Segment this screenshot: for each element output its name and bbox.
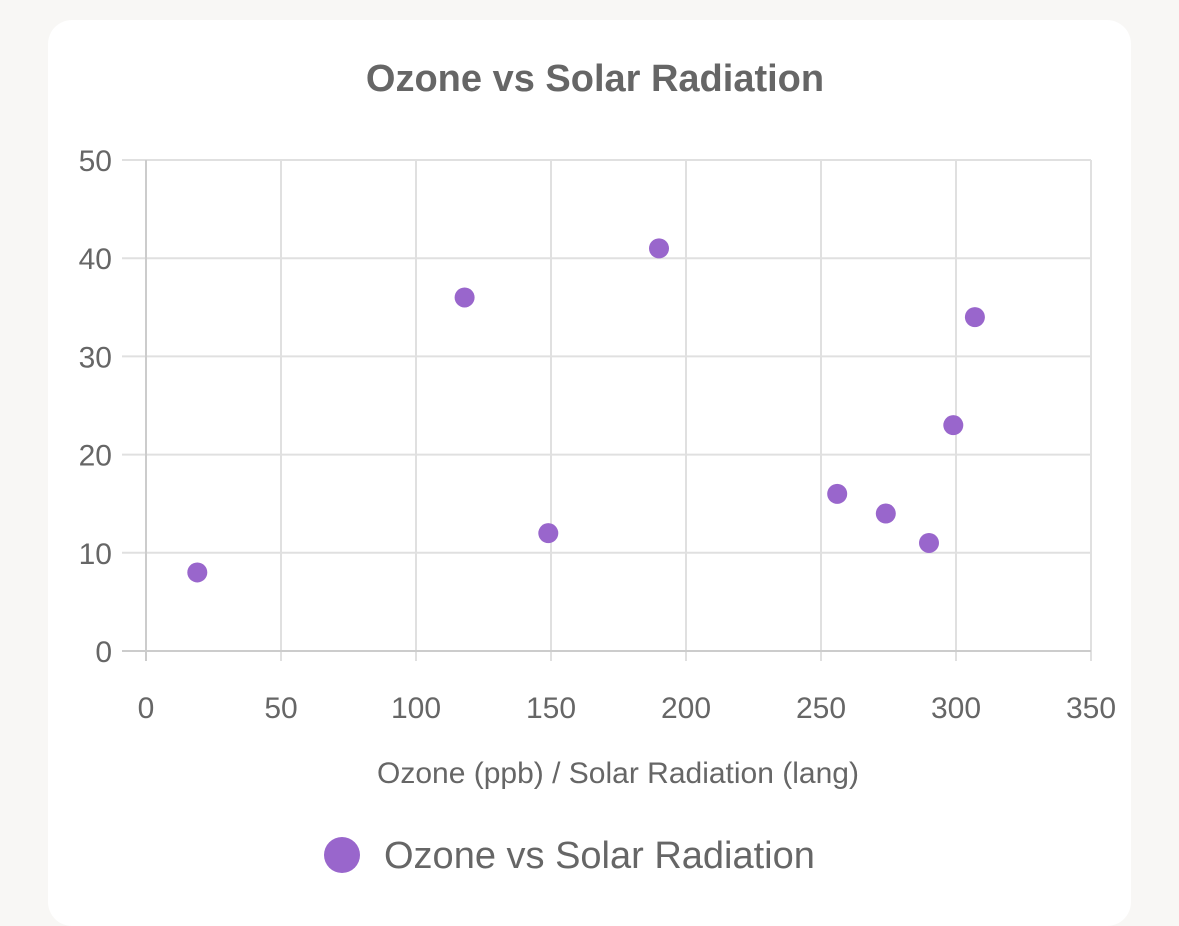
x-tick-label: 250 bbox=[796, 692, 846, 725]
legend[interactable]: Ozone vs Solar Radiation bbox=[324, 835, 815, 877]
x-tick-label: 200 bbox=[661, 692, 711, 725]
x-axis-ticks: 0 50 100 150 200 250 300 350 bbox=[138, 692, 1116, 725]
data-point[interactable] bbox=[919, 532, 939, 553]
data-points bbox=[187, 238, 985, 583]
data-point[interactable] bbox=[187, 562, 208, 583]
axes bbox=[122, 160, 1091, 661]
x-tick-label: 300 bbox=[931, 692, 981, 725]
x-tick-label: 50 bbox=[264, 692, 297, 725]
scatter-chart: Ozone vs Solar Radiation 0 50 100 150 200 250… bbox=[79, 58, 1116, 877]
data-point[interactable] bbox=[943, 415, 964, 436]
chart-card bbox=[48, 20, 1131, 926]
grid bbox=[122, 159, 1092, 661]
data-point[interactable] bbox=[875, 503, 896, 524]
y-tick-label: 40 bbox=[79, 243, 112, 276]
y-axis-ticks: 0 10 20 30 40 50 bbox=[79, 145, 112, 669]
x-axis-title: Ozone (ppb) / Solar Radiation (lang) bbox=[377, 757, 859, 790]
data-point[interactable] bbox=[454, 287, 475, 308]
x-tick-label: 0 bbox=[138, 692, 155, 725]
legend-label: Ozone vs Solar Radiation bbox=[384, 835, 815, 877]
chart-title: Ozone vs Solar Radiation bbox=[366, 58, 824, 100]
data-point[interactable] bbox=[827, 483, 848, 504]
y-tick-label: 50 bbox=[79, 145, 112, 178]
data-point[interactable] bbox=[538, 523, 559, 544]
x-tick-label: 150 bbox=[526, 692, 576, 725]
x-tick-label: 100 bbox=[391, 692, 441, 725]
data-point[interactable] bbox=[649, 238, 669, 259]
data-point[interactable] bbox=[964, 307, 985, 328]
x-tick-label: 350 bbox=[1066, 692, 1116, 725]
legend-marker bbox=[324, 837, 360, 873]
y-tick-label: 30 bbox=[79, 341, 112, 374]
y-tick-label: 10 bbox=[79, 538, 112, 571]
y-tick-label: 0 bbox=[95, 636, 112, 669]
y-tick-label: 20 bbox=[79, 440, 112, 473]
